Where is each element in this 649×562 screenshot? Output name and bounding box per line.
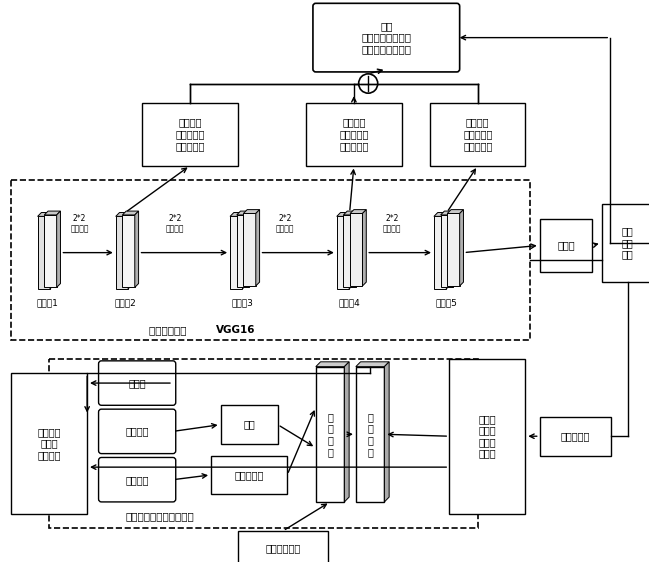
Polygon shape — [44, 211, 60, 215]
Text: 全
连
接
层: 全 连 接 层 — [367, 412, 373, 457]
Polygon shape — [453, 211, 457, 287]
Polygon shape — [38, 212, 54, 216]
FancyBboxPatch shape — [99, 409, 176, 454]
Bar — [306, 103, 402, 166]
Text: 2*2
最大池化: 2*2 最大池化 — [70, 214, 89, 233]
Polygon shape — [349, 212, 353, 289]
Polygon shape — [447, 210, 463, 214]
Polygon shape — [345, 362, 349, 502]
Polygon shape — [243, 212, 246, 289]
Polygon shape — [116, 212, 132, 216]
Bar — [602, 205, 649, 282]
Polygon shape — [316, 362, 349, 366]
Text: 金字塔
感兴趣
区域对
齐模块: 金字塔 感兴趣 区域对 齐模块 — [478, 414, 496, 459]
Text: 区域
候选
网络: 区域 候选 网络 — [622, 226, 633, 260]
Text: 基于原型
的语义
对齐模块: 基于原型 的语义 对齐模块 — [37, 427, 61, 460]
Bar — [221, 405, 278, 444]
FancyBboxPatch shape — [313, 3, 459, 72]
Polygon shape — [128, 212, 132, 289]
Polygon shape — [384, 362, 389, 502]
Bar — [441, 215, 453, 287]
Polygon shape — [363, 210, 366, 286]
Text: 多层
基于空间注意力的
区域对齐模块损失: 多层 基于空间注意力的 区域对齐模块损失 — [361, 21, 411, 54]
Polygon shape — [249, 211, 253, 287]
Bar — [343, 215, 356, 287]
Polygon shape — [337, 212, 353, 216]
Bar — [350, 214, 363, 286]
Text: 基于空间
注意力的区
域对齐模块: 基于空间 注意力的区 域对齐模块 — [463, 117, 493, 151]
Text: 2*2
最大池化: 2*2 最大池化 — [383, 214, 401, 233]
Text: 基于空间
注意力的区
域对齐模块: 基于空间 注意力的区 域对齐模块 — [339, 117, 369, 151]
Bar — [337, 216, 349, 289]
Bar — [11, 373, 87, 514]
Bar — [447, 214, 459, 286]
Bar — [211, 456, 288, 494]
Text: 特征图: 特征图 — [557, 241, 575, 251]
Polygon shape — [434, 212, 450, 216]
Bar — [430, 103, 526, 166]
Text: 卷积块5: 卷积块5 — [436, 298, 458, 307]
Polygon shape — [356, 362, 389, 366]
Text: 基于空间
注意力的区
域对齐模块: 基于空间 注意力的区 域对齐模块 — [175, 117, 204, 151]
Text: VGG16: VGG16 — [215, 325, 255, 335]
Polygon shape — [56, 211, 60, 287]
Text: 卷积块1: 卷积块1 — [36, 298, 58, 307]
Text: 全
连
接
层: 全 连 接 层 — [327, 412, 333, 457]
Text: 源域图像标签: 源域图像标签 — [265, 543, 300, 553]
FancyBboxPatch shape — [99, 361, 176, 405]
Polygon shape — [343, 211, 360, 215]
Bar — [11, 180, 530, 339]
Bar — [142, 103, 238, 166]
Bar — [237, 215, 249, 287]
FancyBboxPatch shape — [99, 457, 176, 502]
Polygon shape — [135, 211, 139, 287]
Text: 伪标签: 伪标签 — [129, 378, 146, 388]
Bar — [243, 214, 256, 286]
Text: 卷积块2: 卷积块2 — [114, 298, 136, 307]
Text: 2*2
最大池化: 2*2 最大池化 — [276, 214, 295, 233]
Polygon shape — [350, 210, 366, 214]
Polygon shape — [356, 211, 360, 287]
Bar — [449, 359, 526, 514]
Bar — [123, 215, 135, 287]
Polygon shape — [243, 210, 260, 214]
Bar — [49, 359, 478, 528]
Bar — [230, 216, 243, 289]
Bar — [38, 216, 50, 289]
Polygon shape — [256, 210, 260, 286]
Polygon shape — [459, 210, 463, 286]
Text: 分类损失: 分类损失 — [125, 427, 149, 436]
Polygon shape — [123, 211, 139, 215]
Text: 卷积块4: 卷积块4 — [339, 298, 360, 307]
Polygon shape — [447, 212, 450, 289]
Bar — [44, 215, 56, 287]
Text: 回归损失: 回归损失 — [125, 475, 149, 484]
Polygon shape — [441, 211, 457, 215]
Polygon shape — [237, 211, 253, 215]
Bar — [238, 531, 328, 562]
Text: 卷积块3: 卷积块3 — [232, 298, 254, 307]
Bar — [540, 417, 611, 456]
Text: 分类: 分类 — [243, 420, 255, 429]
Text: 目标分类与位置回归模块: 目标分类与位置回归模块 — [125, 511, 194, 521]
Text: 特征提取模块: 特征提取模块 — [149, 325, 190, 335]
Text: 2*2
最大池化: 2*2 最大池化 — [165, 214, 184, 233]
Bar — [316, 366, 345, 502]
Text: 边界框回归: 边界框回归 — [234, 470, 263, 480]
Text: 目标候选框: 目标候选框 — [561, 431, 590, 441]
Bar — [434, 216, 447, 289]
Polygon shape — [50, 212, 54, 289]
Polygon shape — [230, 212, 246, 216]
Bar — [356, 366, 384, 502]
Bar — [116, 216, 128, 289]
Bar — [540, 219, 592, 272]
